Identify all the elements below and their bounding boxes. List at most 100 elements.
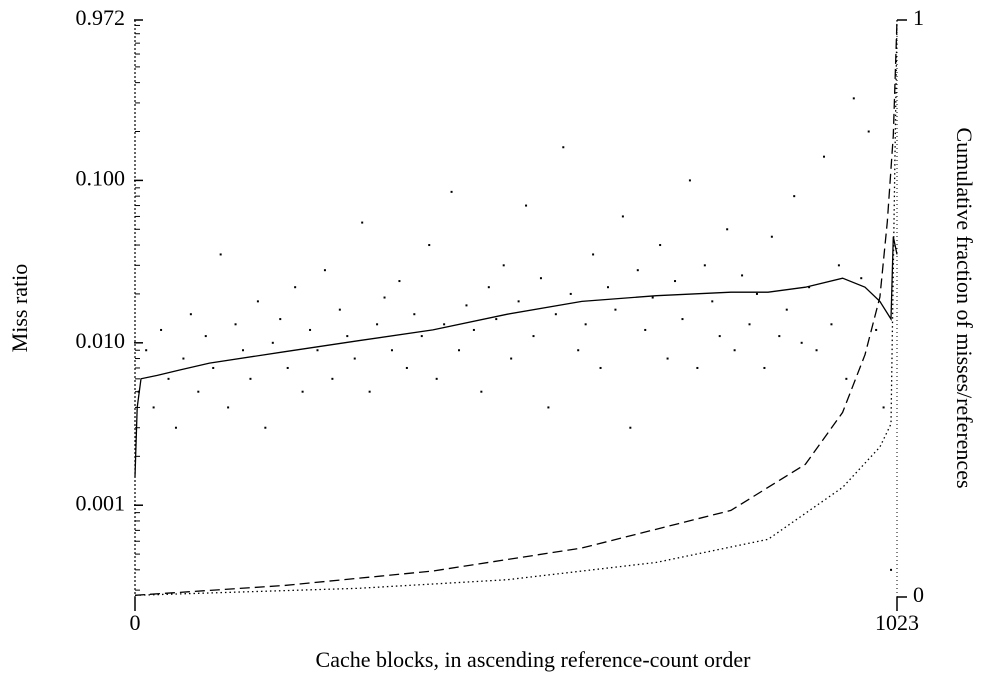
line-dotted bbox=[134, 19, 898, 596]
scatter-point bbox=[510, 357, 513, 360]
scatter-point bbox=[823, 155, 826, 158]
scatter-point bbox=[420, 335, 423, 338]
scatter-point bbox=[800, 341, 803, 344]
scatter-point bbox=[562, 146, 565, 149]
scatter-point bbox=[636, 269, 639, 272]
scatter-point bbox=[316, 349, 319, 352]
scatter-point bbox=[599, 366, 602, 369]
scatter-point bbox=[174, 426, 177, 429]
scatter-point bbox=[189, 313, 192, 316]
scatter-point bbox=[666, 357, 669, 360]
scatter-point bbox=[733, 349, 736, 352]
scatter-point bbox=[405, 366, 408, 369]
scatter-point bbox=[890, 568, 893, 571]
scatter-point bbox=[383, 296, 386, 299]
scatter-point bbox=[376, 323, 379, 326]
scatter-point bbox=[696, 366, 699, 369]
scatter-point bbox=[659, 244, 662, 247]
y-tick-label: 0.001 bbox=[76, 490, 126, 515]
scatter-point bbox=[227, 406, 230, 409]
scatter-point bbox=[525, 204, 528, 207]
scatter-point bbox=[882, 406, 885, 409]
scatter-point bbox=[152, 406, 155, 409]
y-axis-label: Miss ratio bbox=[7, 264, 32, 353]
scatter-point bbox=[688, 179, 691, 182]
scatter-point bbox=[770, 235, 773, 238]
scatter-point bbox=[629, 426, 632, 429]
scatter-point bbox=[711, 300, 714, 303]
y2-tick-label: 0 bbox=[913, 582, 924, 607]
scatter-point bbox=[338, 308, 341, 311]
scatter-point bbox=[160, 328, 163, 331]
scatter-point bbox=[465, 304, 468, 307]
scatter-point bbox=[212, 366, 215, 369]
scatter-point bbox=[398, 280, 401, 283]
x-tick-label: 0 bbox=[130, 610, 141, 635]
scatter-point bbox=[778, 335, 781, 338]
y-tick-label: 0.972 bbox=[76, 5, 126, 30]
scatter-point bbox=[785, 308, 788, 311]
scatter-point bbox=[368, 390, 371, 393]
scatter-point bbox=[435, 377, 438, 380]
scatter-point bbox=[204, 335, 207, 338]
scatter-point bbox=[621, 215, 624, 218]
scatter-point bbox=[592, 253, 595, 256]
scatter-point bbox=[606, 286, 609, 289]
scatter-point bbox=[748, 323, 751, 326]
scatter-point bbox=[517, 300, 520, 303]
scatter-point bbox=[495, 318, 498, 321]
scatter-point bbox=[741, 274, 744, 277]
scatter-point bbox=[271, 341, 274, 344]
scatter-point bbox=[443, 323, 446, 326]
y-tick-label: 0.010 bbox=[76, 328, 126, 353]
scatter-point bbox=[294, 286, 297, 289]
scatter-point bbox=[614, 308, 617, 311]
scatter-point bbox=[867, 130, 870, 133]
scatter-point bbox=[487, 286, 490, 289]
scatter-point bbox=[219, 253, 222, 256]
scatter-point bbox=[726, 228, 729, 231]
x-tick-label: 1023 bbox=[875, 610, 919, 635]
scatter-point bbox=[830, 323, 833, 326]
scatter-point bbox=[167, 377, 170, 380]
scatter-point bbox=[413, 313, 416, 316]
scatter-point bbox=[547, 406, 550, 409]
scatter-point bbox=[852, 97, 855, 100]
scatter-point bbox=[428, 244, 431, 247]
scatter-point bbox=[472, 328, 475, 331]
scatter-point bbox=[681, 318, 684, 321]
scatter-point bbox=[845, 377, 848, 380]
scatter-point bbox=[264, 426, 267, 429]
scatter-point bbox=[197, 390, 200, 393]
y2-tick-label: 1 bbox=[913, 5, 924, 30]
scatter-point bbox=[718, 335, 721, 338]
scatter-point bbox=[808, 286, 811, 289]
scatter-point bbox=[755, 292, 758, 295]
scatter-point bbox=[554, 313, 557, 316]
scatter-point bbox=[331, 377, 334, 380]
scatter-point bbox=[249, 377, 252, 380]
line-solid bbox=[134, 236, 898, 477]
scatter-point bbox=[569, 292, 572, 295]
y-tick-label: 0.100 bbox=[76, 165, 126, 190]
scatter-point bbox=[309, 328, 312, 331]
scatter-point bbox=[651, 296, 654, 299]
y2-axis-label: Cumulative fraction of misses/references bbox=[952, 127, 977, 488]
scatter-point bbox=[502, 264, 505, 267]
scatter-point bbox=[815, 349, 818, 352]
scatter-point bbox=[577, 349, 580, 352]
scatter-point bbox=[450, 190, 453, 193]
x-axis-label: Cache blocks, in ascending reference-cou… bbox=[316, 647, 752, 672]
scatter-point bbox=[390, 349, 393, 352]
line-dashed bbox=[134, 19, 898, 596]
scatter-point bbox=[361, 221, 364, 224]
scatter-point bbox=[644, 328, 647, 331]
scatter-point bbox=[279, 318, 282, 321]
scatter-point bbox=[703, 264, 706, 267]
scatter-point bbox=[539, 277, 542, 280]
scatter-point bbox=[532, 335, 535, 338]
scatter-point bbox=[793, 195, 796, 198]
scatter-point bbox=[763, 366, 766, 369]
scatter-point bbox=[875, 328, 878, 331]
